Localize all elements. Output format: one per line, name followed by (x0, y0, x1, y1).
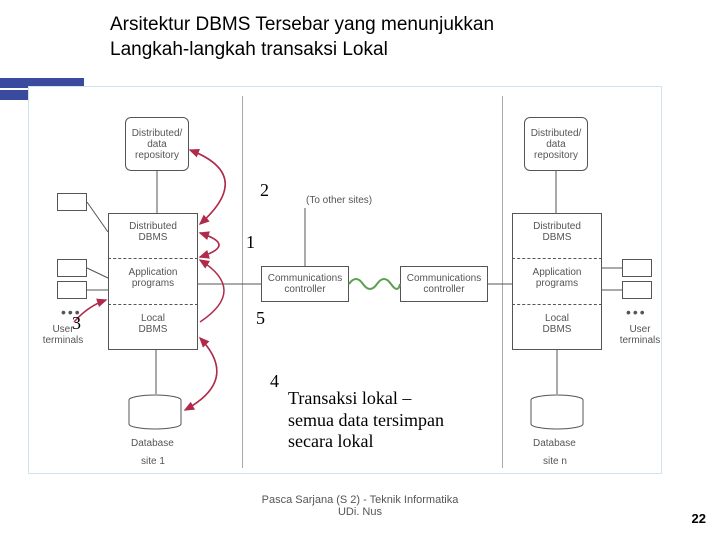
txn-line2: semua data tersimpan (288, 410, 444, 430)
comm-right: Communications controller (400, 266, 488, 302)
slide: Arsitektur DBMS Tersebar yang menunjukka… (0, 0, 720, 540)
site-divider-right (502, 96, 503, 468)
dash-right-2 (512, 304, 602, 305)
step-2: 2 (260, 180, 269, 201)
user-term-r1 (622, 259, 652, 277)
comm-left: Communications controller (261, 266, 349, 302)
txn-line3: secara lokal (288, 431, 373, 451)
app-left: Application programs (112, 262, 194, 294)
db-left-label: Database (131, 438, 174, 449)
user-term-2 (57, 259, 87, 277)
step-3: 3 (72, 313, 81, 334)
siten-label: site n (543, 456, 567, 467)
user-terminals-label-right: User terminals (614, 324, 666, 346)
db-right-cyl (530, 394, 584, 432)
user-term-r2 (622, 281, 652, 299)
repo-right: Distributed/ data repository (524, 117, 588, 171)
site1-label: site 1 (141, 456, 165, 467)
local-right: Local DBMS (516, 308, 598, 340)
app-right: Application programs (516, 262, 598, 294)
repo-left: Distributed/ data repository (125, 117, 189, 171)
txn-text: Transaksi lokal – semua data tersimpan s… (288, 388, 444, 453)
title-line2: Langkah-langkah transaksi Lokal (110, 39, 388, 60)
db-right-label: Database (533, 438, 576, 449)
step-5: 5 (256, 308, 265, 329)
footer: Pasca Sarjana (S 2) - Teknik Informatika… (0, 494, 720, 518)
ddbms-left: Distributed DBMS (112, 216, 194, 248)
txn-line1: Transaksi lokal – (288, 388, 411, 408)
title-line1: Arsitektur DBMS Tersebar yang menunjukka… (110, 14, 494, 35)
user-term-1 (57, 193, 87, 211)
dash-left-1 (108, 258, 198, 259)
user-ellipsis-right: ••• (626, 304, 647, 320)
user-terminals-label-left: User terminals (37, 324, 89, 346)
local-left: Local DBMS (112, 308, 194, 340)
site-divider-left (242, 96, 243, 468)
dash-right-1 (512, 258, 602, 259)
step-4: 4 (270, 371, 279, 392)
to-other-sites: (To other sites) (306, 195, 372, 206)
db-left-cyl (128, 394, 182, 432)
user-term-3 (57, 281, 87, 299)
ddbms-right: Distributed DBMS (516, 216, 598, 248)
page-number: 22 (692, 511, 706, 526)
dash-left-2 (108, 304, 198, 305)
slide-title: Arsitektur DBMS Tersebar yang menunjukka… (110, 13, 670, 62)
step-1: 1 (246, 232, 255, 253)
